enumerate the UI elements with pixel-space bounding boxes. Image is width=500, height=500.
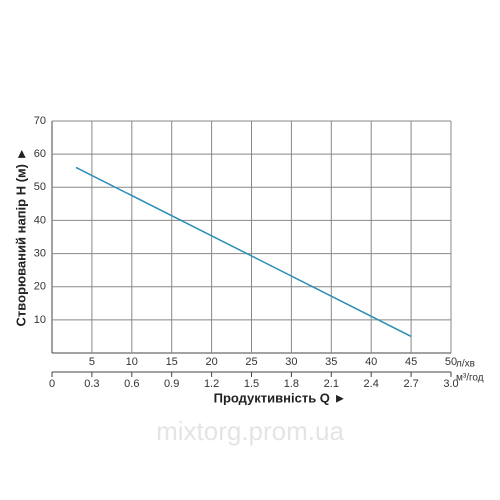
x2-tick-label: 0: [49, 378, 55, 390]
x2-tick-label: 3.0: [443, 378, 458, 390]
x2-tick-label: 1.8: [284, 378, 299, 390]
y-tick-label: 40: [34, 214, 46, 226]
y-tick-label: 50: [34, 181, 46, 193]
x-tick-label: 45: [405, 356, 417, 368]
x2-tick-label: 0.3: [84, 378, 99, 390]
data-line: [75, 166, 412, 338]
x-tick-label: 10: [126, 356, 138, 368]
x-tick-label: 5: [89, 356, 95, 368]
watermark: mixtorg.prom.ua: [156, 416, 344, 446]
x-tick-label: 50: [445, 356, 457, 368]
x-tick-label: 25: [245, 356, 257, 368]
x2-tick-label: 2.7: [403, 378, 418, 390]
x-tick-label: 35: [325, 356, 337, 368]
y-tick-label: 20: [34, 281, 46, 293]
x2-tick-label: 1.2: [204, 378, 219, 390]
x2-tick-label: 2.1: [324, 378, 339, 390]
y-tick-label: 70: [34, 115, 46, 127]
x2-tick-label: 1.5: [244, 378, 259, 390]
x2-tick-label: 0.9: [164, 378, 179, 390]
x-tick-label: 15: [166, 356, 178, 368]
x-tick-label: 40: [365, 356, 377, 368]
y-tick-label: 30: [34, 247, 46, 259]
x-unit: л/хв: [456, 359, 475, 370]
y-tick-label: 60: [34, 148, 46, 160]
x-axis-title: Продуктивність Q ►: [214, 390, 347, 405]
x-tick-label: 30: [285, 356, 297, 368]
x2-tick-label: 2.4: [364, 378, 379, 390]
y-tick-label: 10: [34, 314, 46, 326]
x2-unit: м³/год: [456, 373, 484, 384]
x2-tick-label: 0.6: [124, 378, 139, 390]
y-axis-title: Створюваний напір H (м) ►: [13, 148, 28, 327]
x-tick-label: 20: [205, 356, 217, 368]
